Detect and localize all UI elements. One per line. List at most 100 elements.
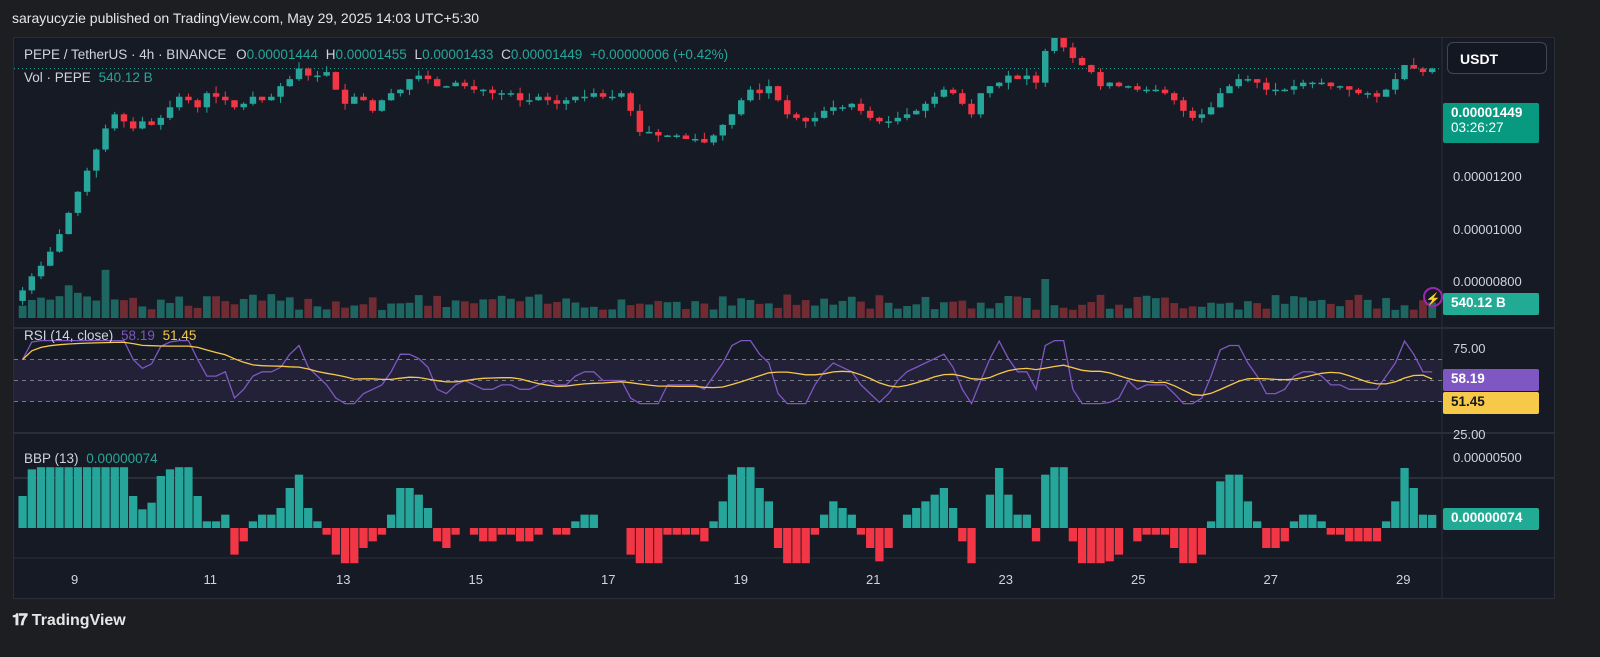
candle-body	[581, 96, 588, 99]
candle-body	[480, 89, 487, 92]
bbp-bar	[525, 528, 534, 542]
volume-bar	[1326, 303, 1335, 318]
bbp-bar	[36, 467, 46, 528]
volume-bar	[553, 301, 561, 318]
candle-body	[1263, 82, 1270, 90]
volume-bar	[433, 295, 442, 318]
rsi-line	[22, 339, 1433, 406]
bbp-bar	[1252, 521, 1262, 528]
candle-body	[74, 191, 82, 213]
bbp-bar	[700, 528, 709, 542]
candle-body	[314, 75, 321, 78]
volume-bar	[811, 305, 819, 318]
candle-body	[433, 79, 441, 87]
bbp-bar	[294, 474, 304, 528]
bbp-bar	[221, 514, 230, 528]
bbp-bar	[119, 467, 129, 528]
volume-bar	[976, 302, 985, 318]
volume-bar	[46, 299, 55, 318]
volume-bar	[1151, 298, 1160, 318]
volume-bar	[912, 304, 921, 318]
candle-body	[176, 96, 183, 108]
candle-body	[1309, 82, 1316, 85]
candle-body	[461, 82, 469, 87]
bbp-bar	[1354, 528, 1363, 542]
candle-body	[1401, 65, 1408, 80]
bbp-bar	[396, 488, 405, 528]
bbp-bar	[967, 528, 976, 564]
bbp-bar	[810, 528, 820, 535]
bbp-bar	[267, 514, 276, 528]
candle-body	[756, 89, 763, 94]
volume-bar	[737, 298, 746, 318]
volume-bar	[516, 301, 524, 318]
bbp-bar	[1363, 528, 1372, 542]
time-tick: 19	[733, 572, 748, 587]
bbp-bar	[211, 521, 221, 528]
candle-body	[222, 96, 229, 101]
volume-bar	[617, 299, 626, 318]
bbp-bar	[368, 528, 377, 542]
volume-bar	[764, 303, 773, 318]
volume-bar	[341, 307, 349, 318]
currency-button[interactable]: USDT	[1447, 42, 1547, 74]
bbp-bar	[1335, 528, 1345, 535]
volume-bar	[1382, 298, 1390, 318]
candle-body	[940, 89, 948, 97]
volume-bar	[110, 299, 119, 318]
publisher-line: sarayucyzie published on TradingView.com…	[12, 10, 480, 26]
candle-body	[1336, 86, 1344, 88]
candle-body	[1014, 75, 1021, 80]
bbp-bar	[276, 508, 285, 528]
volume-bar	[1336, 306, 1344, 318]
bbp-bar	[248, 521, 258, 528]
bbp-bar	[819, 514, 829, 528]
bbp-bar	[856, 528, 866, 535]
low-label: L	[414, 47, 423, 62]
volume-bar	[543, 303, 552, 318]
candle-body	[765, 86, 773, 94]
bbp-bar	[552, 528, 562, 535]
volume-bar	[1133, 296, 1142, 318]
chart-panel[interactable]	[13, 37, 1555, 599]
bbp-bar	[755, 488, 764, 528]
volume-bar	[1354, 294, 1363, 318]
candle-body	[157, 117, 165, 125]
volume-bar	[156, 299, 165, 318]
volume-value: 540.12 B	[98, 70, 153, 85]
candle-body	[885, 121, 892, 123]
candle-body	[277, 86, 284, 97]
bbp-bar	[46, 467, 55, 528]
time-tick: 13	[336, 572, 351, 587]
rsi-label[interactable]: RSI (14, close)	[24, 328, 114, 343]
volume-bar	[101, 269, 110, 318]
bbp-bar	[1179, 528, 1188, 564]
volume-bar	[1197, 306, 1206, 318]
candle-body	[111, 114, 118, 129]
bbp-bar	[101, 467, 110, 528]
bbp-bar	[930, 494, 939, 528]
symbol-title[interactable]: PEPE / TetherUS · 4h · BINANCE	[24, 47, 227, 62]
volume-bar	[525, 296, 534, 318]
last-price: 0.00001449	[1451, 105, 1523, 120]
volume-bar	[1105, 308, 1114, 318]
chart-canvas[interactable]	[14, 38, 1554, 598]
candle-body	[618, 93, 625, 97]
last-price-tag: 0.00001449 03:26:27	[1443, 103, 1539, 143]
bbp-label[interactable]: BBP (13)	[24, 451, 79, 466]
bbp-bar	[377, 528, 387, 535]
tradingview-brand[interactable]: 𝟏𝟕 TradingView	[12, 612, 126, 630]
volume-bar	[857, 301, 865, 318]
bbp-bar	[571, 521, 580, 528]
volume-bar	[405, 302, 414, 318]
candle-body	[1069, 47, 1077, 58]
volume-bar	[1032, 309, 1040, 318]
bbp-bar	[55, 467, 64, 528]
bbp-bar	[488, 528, 497, 542]
bbp-bar	[64, 467, 73, 528]
candle-body	[1226, 86, 1233, 94]
volume-tag: 540.12 B	[1443, 293, 1539, 315]
bbp-bar	[27, 469, 36, 528]
bbp-bar	[506, 528, 516, 535]
alert-icon[interactable]: ⚡	[1423, 287, 1443, 307]
